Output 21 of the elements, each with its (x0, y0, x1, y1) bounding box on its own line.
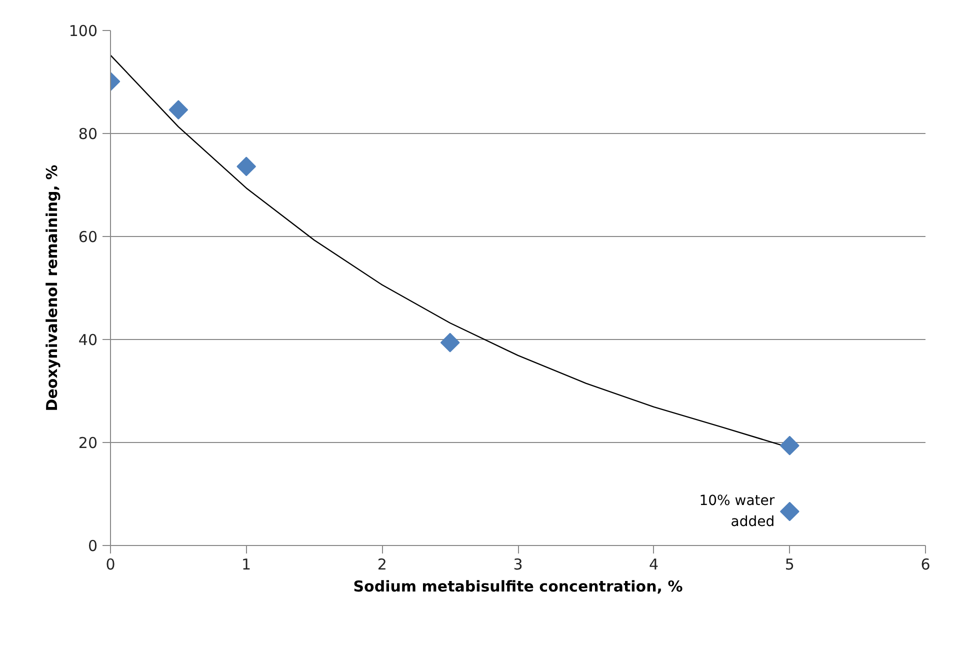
point (780, 502, 800, 522)
x-tick-label: 6 (920, 556, 930, 574)
y-tick-label: 80 (78, 125, 98, 143)
point (440, 332, 460, 352)
y-tick-label: 0 (88, 537, 98, 555)
point (168, 100, 188, 120)
x-tick-label: 3 (513, 556, 523, 574)
x-axis-title: Sodium metabisulfite concentration, % (353, 578, 683, 596)
annotation: 10% water added (699, 493, 775, 530)
x-tick-label: 4 (649, 556, 659, 574)
y-tick-label: 20 (78, 434, 98, 452)
point (780, 436, 800, 456)
y-tick-label: 60 (78, 228, 98, 246)
x-tick-label: 2 (377, 556, 387, 574)
x-tick-label: 1 (242, 556, 252, 574)
x-tick-label: 5 (784, 556, 794, 574)
y-axis-title: Deoxynivalenol remaining, % (42, 164, 61, 412)
point (236, 156, 256, 176)
x-tick-label: 0 (106, 556, 116, 574)
y-tick-label: 100 (68, 22, 98, 40)
y-tick-label: 40 (78, 331, 98, 349)
